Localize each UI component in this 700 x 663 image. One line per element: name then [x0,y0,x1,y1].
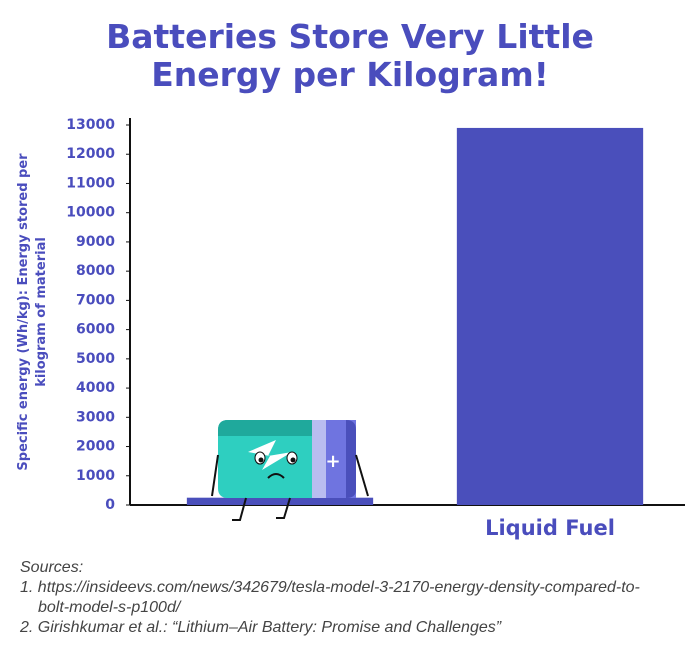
y-tick-label: 6000 [76,322,115,338]
chart: Batteries Store Very Little Energy per K… [16,17,685,540]
source-item: 1. https://insideevs.com/news/342679/tes… [20,579,640,616]
sources-heading: Sources: [20,559,84,576]
bar [186,497,374,505]
source-item: 2. Girishkumar et al.: “Lithium–Air Batt… [20,619,502,636]
y-axis-title: Specific energy (Wh/kg): Energy stored p… [16,153,49,471]
y-axis-label: Specific energy (Wh/kg): Energy stored p… [16,153,31,471]
y-axis-label: kilogram of material [34,237,49,387]
x-tick-label: Liquid Fuel [485,516,615,540]
y-tick-label: 3000 [76,409,115,425]
y-tick-label: 11000 [66,175,115,191]
y-tick-label: 10000 [66,205,115,221]
y-tick-label: 2000 [76,439,115,455]
y-tick-label: 8000 [76,263,115,279]
y-tick-label: 1000 [76,468,115,484]
chart-title: Energy per Kilogram! [151,55,549,94]
battery-illustration: + [211,420,369,521]
chart-title: Batteries Store Very Little [106,17,594,56]
y-tick-label: 7000 [76,292,115,308]
y-tick-label: 4000 [76,380,115,396]
y-tick-label: 5000 [76,351,115,367]
sources: Sources: 1. https://insideevs.com/news/3… [20,558,660,638]
svg-text:+: + [325,451,340,472]
y-tick-label: 13000 [66,117,115,133]
bar [456,127,644,505]
y-tick-label: 12000 [66,146,115,162]
y-tick-label: 9000 [76,234,115,250]
y-tick-label: 0 [105,497,115,513]
